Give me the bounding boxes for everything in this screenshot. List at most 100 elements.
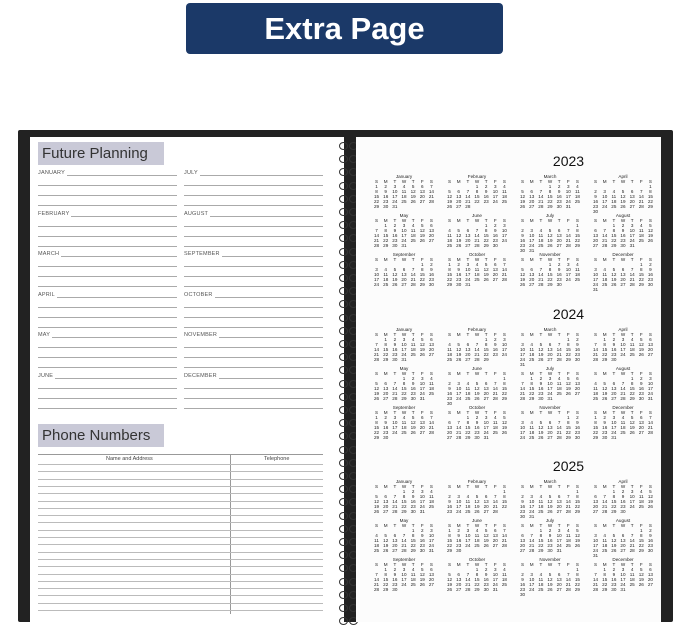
phone-row-line[interactable]	[38, 500, 323, 502]
weekday-header: S	[594, 562, 598, 567]
day-number: 29	[529, 396, 535, 401]
phone-row-line[interactable]	[38, 580, 323, 582]
write-line[interactable]	[184, 257, 323, 267]
day-number: 15	[593, 425, 599, 430]
write-line[interactable]	[38, 348, 177, 358]
phone-row-line[interactable]	[38, 602, 323, 604]
write-line[interactable]	[184, 308, 323, 318]
day-number: 26	[547, 587, 553, 592]
day-number: 18	[501, 577, 507, 582]
write-line[interactable]	[184, 338, 323, 348]
write-line[interactable]	[38, 298, 177, 308]
phone-row-line[interactable]	[38, 566, 323, 568]
month-calendar: November S M T W T F S 1 2 3 4 5 6 7 8 9 10 11 12 13 14 15 16 17…	[518, 557, 582, 597]
write-line[interactable]	[199, 175, 323, 176]
day-number: 3	[649, 376, 652, 381]
write-line[interactable]	[38, 217, 177, 227]
write-line[interactable]	[184, 399, 323, 409]
spiral-ring	[338, 234, 358, 243]
day-number: 24	[492, 199, 498, 204]
write-line[interactable]	[184, 389, 323, 399]
weekday-header: S	[429, 179, 433, 184]
day-number: 12	[520, 194, 526, 199]
day-number: 7	[475, 228, 479, 233]
write-line[interactable]	[184, 196, 323, 206]
write-line[interactable]	[184, 348, 323, 358]
write-line[interactable]	[184, 227, 323, 237]
phone-row-line[interactable]	[38, 551, 323, 553]
phone-row-line[interactable]	[38, 529, 323, 531]
write-line[interactable]	[184, 176, 323, 186]
write-line[interactable]	[56, 296, 177, 298]
write-line[interactable]	[184, 217, 323, 227]
day-number: 3	[466, 262, 470, 267]
write-line[interactable]	[71, 215, 177, 217]
write-line[interactable]	[61, 256, 177, 257]
phone-row-line[interactable]	[38, 464, 323, 465]
write-line[interactable]	[38, 267, 177, 277]
write-line[interactable]	[38, 379, 177, 389]
day-number: 1	[566, 337, 570, 342]
phone-row-line[interactable]	[38, 595, 323, 597]
write-line[interactable]	[38, 196, 177, 206]
month-name: December	[612, 252, 634, 257]
phone-row-line[interactable]	[38, 573, 323, 575]
phone-row-line[interactable]	[38, 493, 323, 495]
write-line[interactable]	[38, 308, 177, 318]
phone-row-line[interactable]	[38, 515, 323, 517]
phone-row-line[interactable]	[38, 522, 323, 524]
write-line[interactable]	[184, 186, 323, 196]
write-line[interactable]	[210, 215, 323, 217]
phone-row-line[interactable]	[38, 471, 323, 473]
day-number: 5	[548, 494, 552, 499]
write-line[interactable]	[52, 337, 177, 338]
day-number: 26	[483, 277, 489, 282]
write-line[interactable]	[184, 379, 323, 389]
write-line[interactable]	[38, 176, 177, 186]
write-line[interactable]	[38, 399, 177, 409]
write-line[interactable]	[38, 318, 177, 328]
weekday-header: W	[620, 257, 626, 262]
day-number: 24	[456, 509, 462, 514]
phone-row-line[interactable]	[38, 588, 323, 590]
write-line[interactable]	[184, 358, 323, 368]
write-line[interactable]	[214, 296, 323, 298]
day-number: 5	[603, 381, 606, 386]
day-number: 19	[383, 543, 389, 548]
write-line[interactable]	[38, 358, 177, 368]
phone-row-line[interactable]	[38, 544, 323, 546]
write-line[interactable]	[184, 298, 323, 308]
write-line[interactable]	[184, 318, 323, 328]
phone-row-line[interactable]	[38, 485, 323, 487]
day-number: 19	[483, 272, 489, 277]
write-line[interactable]	[38, 277, 177, 287]
write-line[interactable]	[184, 237, 323, 247]
write-line[interactable]	[38, 186, 177, 196]
write-line[interactable]	[218, 377, 323, 379]
day-number: 10	[620, 572, 626, 577]
day-number: 16	[647, 272, 653, 277]
write-line[interactable]	[38, 227, 177, 237]
day-number: 20	[419, 194, 425, 199]
phone-row-line[interactable]	[38, 610, 323, 611]
write-line[interactable]	[184, 277, 323, 287]
day-number: 30	[593, 209, 599, 214]
phone-row-line[interactable]	[38, 558, 323, 560]
write-line[interactable]	[38, 389, 177, 399]
write-line[interactable]	[38, 338, 177, 348]
phone-row-line[interactable]	[38, 478, 323, 480]
write-line[interactable]	[38, 257, 177, 267]
write-line[interactable]	[38, 237, 177, 247]
day-number: 7	[375, 228, 378, 233]
write-line[interactable]	[55, 377, 177, 379]
phone-row-line[interactable]	[38, 537, 323, 538]
weekday-header: S	[429, 371, 433, 376]
day-number: 24	[520, 357, 526, 362]
write-line[interactable]	[184, 267, 323, 277]
write-line[interactable]	[66, 175, 177, 176]
day-number: 8	[375, 189, 378, 194]
day-number: 5	[503, 415, 506, 420]
write-line[interactable]	[221, 256, 323, 257]
write-line[interactable]	[219, 337, 323, 338]
phone-row-line[interactable]	[38, 507, 323, 509]
